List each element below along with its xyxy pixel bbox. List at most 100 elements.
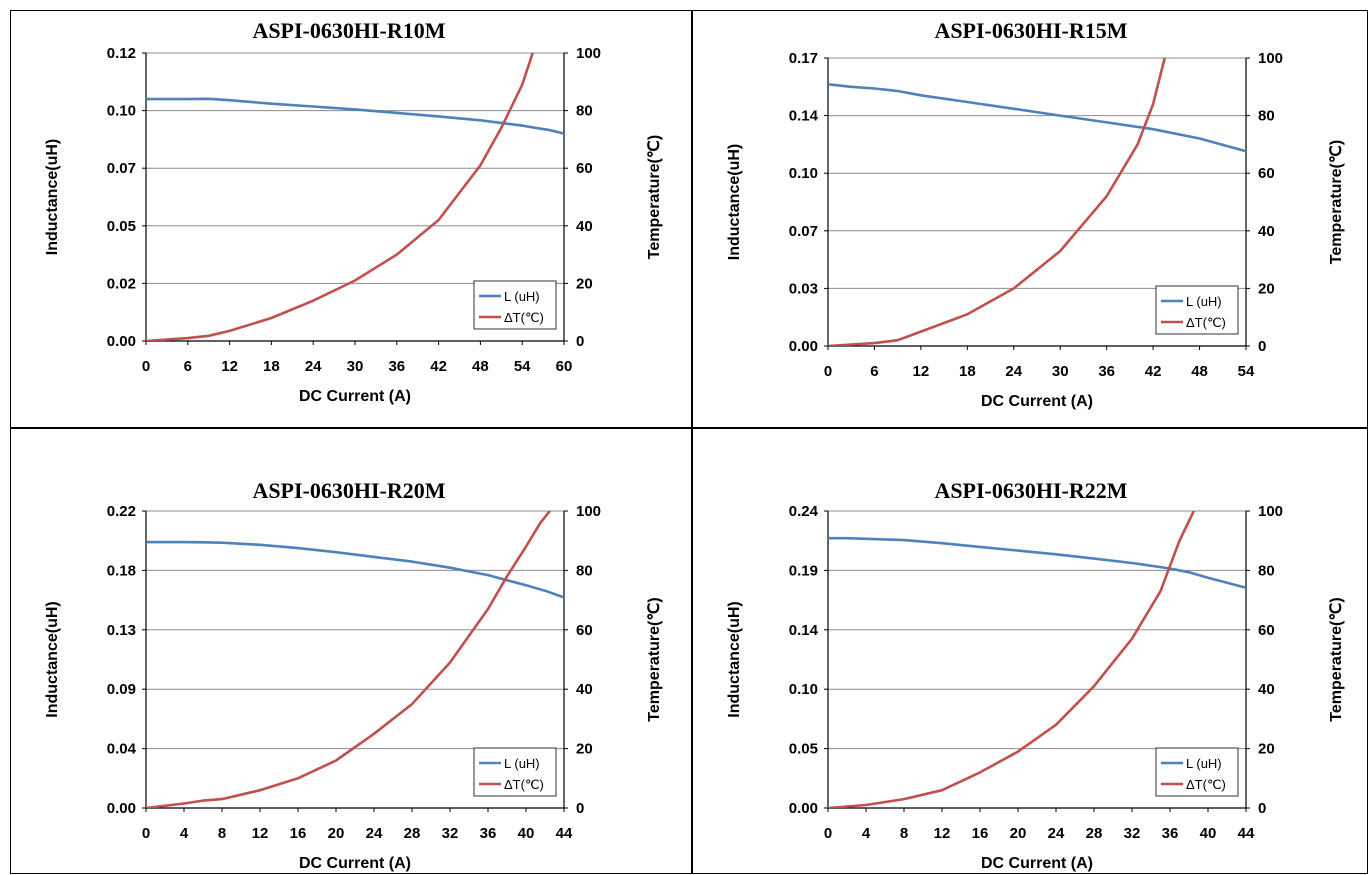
y2-tick-label: 80 <box>576 103 593 120</box>
y2-tick-label: 20 <box>576 275 593 292</box>
y-tick-label: 0.14 <box>789 108 819 125</box>
legend-label: ΔT(℃) <box>504 777 544 792</box>
x-tick-label: 54 <box>514 358 531 375</box>
y2-axis-label: Temperature(℃) <box>646 135 663 259</box>
y2-tick-label: 20 <box>576 741 593 758</box>
grid-divider-horizontal <box>11 427 1367 429</box>
x-tick-label: 16 <box>290 825 307 842</box>
x-tick-label: 6 <box>184 358 192 375</box>
series-group <box>146 53 564 341</box>
y-tick-label: 0.00 <box>107 333 136 350</box>
x-axis-label: DC Current (A) <box>299 855 411 872</box>
series-group <box>146 511 564 808</box>
series-line-temperature <box>146 511 552 808</box>
y2-tick-label: 100 <box>1258 503 1283 520</box>
x-tick-label: 18 <box>263 358 280 375</box>
y-tick-label: 0.00 <box>789 800 818 817</box>
legend-label: ΔT(℃) <box>1186 315 1226 330</box>
y2-tick-label: 0 <box>576 333 584 350</box>
legend-box <box>473 280 557 330</box>
figure-grid: ASPI-0630HI-R10M 0.00 0 0.02 20 0.05 40 0.07 60 0… <box>10 10 1368 874</box>
x-axis-label: DC Current (A) <box>981 855 1093 872</box>
x-tick-label: 24 <box>366 825 383 842</box>
y2-tick-label: 40 <box>576 218 593 235</box>
series-line-inductance <box>828 536 1246 589</box>
y-tick-label: 0.17 <box>789 50 818 67</box>
legend-box <box>473 747 557 797</box>
x-tick-label: 36 <box>1162 825 1179 842</box>
y-tick-label: 0.10 <box>107 103 136 120</box>
x-tick-label: 4 <box>180 825 189 842</box>
x-axis-label: DC Current (A) <box>981 393 1093 410</box>
x-tick-label: 60 <box>556 358 573 375</box>
x-tick-label: 42 <box>1145 363 1162 380</box>
y2-tick-label: 0 <box>1258 338 1266 355</box>
x-tick-label: 28 <box>404 825 421 842</box>
y-tick-label: 0.05 <box>107 218 136 235</box>
series-line-temperature <box>146 53 535 341</box>
y-tick-label: 0.10 <box>789 681 818 698</box>
x-tick-label: 32 <box>442 825 459 842</box>
x-tick-label: 54 <box>1238 363 1255 380</box>
y2-tick-label: 60 <box>1258 165 1275 182</box>
x-tick-label: 42 <box>430 358 447 375</box>
y-tick-label: 0.24 <box>789 503 819 520</box>
x-tick-label: 12 <box>913 363 930 380</box>
x-tick-label: 24 <box>1048 825 1065 842</box>
legend-label: L (uH) <box>1186 294 1222 309</box>
x-axis-label: DC Current (A) <box>299 388 411 405</box>
series-line-temperature <box>828 511 1196 808</box>
y2-tick-label: 100 <box>576 45 601 62</box>
y2-tick-label: 40 <box>1258 681 1275 698</box>
chart-title: ASPI-0630HI-R22M <box>934 478 1127 503</box>
legend-box <box>1155 747 1239 797</box>
x-tick-label: 44 <box>556 825 573 842</box>
x-tick-label: 20 <box>1010 825 1027 842</box>
x-tick-label: 40 <box>518 825 535 842</box>
chart-panel-r22m: ASPI-0630HI-R22M 0.00 0 0.05 20 0.10 40 0.14 60 0… <box>693 429 1369 872</box>
series-group <box>828 511 1246 808</box>
chart-title: ASPI-0630HI-R10M <box>252 18 445 43</box>
x-tick-label: 0 <box>824 363 832 380</box>
y-tick-label: 0.09 <box>107 681 136 698</box>
y2-tick-label: 100 <box>576 503 601 520</box>
y2-tick-label: 100 <box>1258 50 1283 67</box>
y2-axis-label: Temperature(℃) <box>1328 597 1345 721</box>
y-axis-label: Inductance(uH) <box>726 144 743 260</box>
x-tick-label: 36 <box>480 825 497 842</box>
y2-tick-label: 60 <box>1258 622 1275 639</box>
legend-label: L (uH) <box>504 289 540 304</box>
y2-tick-label: 40 <box>1258 223 1275 240</box>
series-line-inductance <box>828 83 1246 153</box>
x-tick-label: 18 <box>959 363 976 380</box>
y-tick-label: 0.00 <box>107 800 136 817</box>
y-tick-label: 0.05 <box>789 741 818 758</box>
chart-panel-r15m: ASPI-0630HI-R15M 0.00 0 0.03 20 0.07 40 0.10 60 0… <box>693 11 1369 427</box>
x-tick-label: 0 <box>142 825 150 842</box>
x-tick-label: 8 <box>900 825 908 842</box>
x-tick-label: 48 <box>1191 363 1208 380</box>
legend-label: L (uH) <box>1186 756 1222 771</box>
y2-tick-label: 80 <box>1258 108 1275 125</box>
x-tick-label: 40 <box>1200 825 1217 842</box>
legend-box <box>1155 285 1239 335</box>
chart-title: ASPI-0630HI-R15M <box>934 18 1127 43</box>
x-tick-label: 30 <box>1052 363 1069 380</box>
y2-tick-label: 80 <box>1258 562 1275 579</box>
x-tick-label: 48 <box>472 358 489 375</box>
x-tick-label: 16 <box>972 825 989 842</box>
y2-tick-label: 20 <box>1258 280 1275 297</box>
y-tick-label: 0.02 <box>107 275 136 292</box>
x-tick-label: 44 <box>1238 825 1255 842</box>
y2-axis-label: Temperature(℃) <box>1328 140 1345 264</box>
x-tick-label: 20 <box>328 825 345 842</box>
legend-label: L (uH) <box>504 756 540 771</box>
x-tick-label: 36 <box>1098 363 1115 380</box>
x-tick-label: 36 <box>388 358 405 375</box>
y-tick-label: 0.04 <box>107 741 137 758</box>
chart-panel-r10m: ASPI-0630HI-R10M 0.00 0 0.02 20 0.05 40 0.07 60 0… <box>11 11 687 427</box>
y-tick-label: 0.14 <box>789 622 819 639</box>
